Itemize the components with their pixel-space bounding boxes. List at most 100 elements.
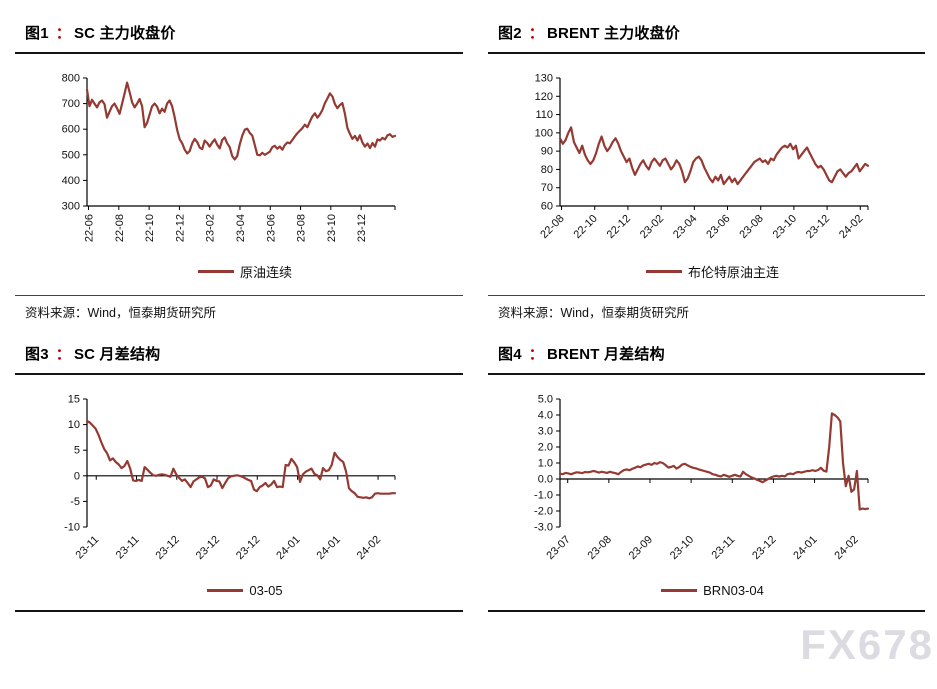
legend-label: 原油连续 <box>239 265 292 280</box>
svg-text:700: 700 <box>62 98 80 110</box>
svg-text:23-12: 23-12 <box>234 534 262 562</box>
svg-text:110: 110 <box>535 109 553 121</box>
source-text: 资料来源：Wind，恒泰期货研究所 <box>25 306 216 320</box>
svg-text:23-06: 23-06 <box>265 214 277 242</box>
svg-text:23-11: 23-11 <box>710 534 738 562</box>
svg-text:-1.0: -1.0 <box>534 490 553 502</box>
legend-line-swatch <box>661 589 698 592</box>
figure-2-name: BRENT 主力收盘价 <box>546 25 680 42</box>
figure-4-title: 图4 ： BRENT 月差结构 <box>498 343 925 364</box>
legend-line-swatch <box>197 270 234 273</box>
svg-text:23-02: 23-02 <box>638 213 666 241</box>
figure-panel-1: 图1 ： SC 主力收盘价 300 400 500 600 700 800 22-06 22-08… <box>15 14 463 321</box>
svg-text:10: 10 <box>68 419 80 431</box>
svg-text:15: 15 <box>68 394 80 406</box>
svg-text:-2.0: -2.0 <box>534 506 553 518</box>
brent-close-price-plot: 60 70 80 90 100 110 120 130 22-08 22-10 22-12 23-02… <box>535 73 870 241</box>
figure-3-colon: ： <box>55 346 71 363</box>
figure-4-colon: ： <box>528 346 544 363</box>
svg-text:23-08: 23-08 <box>296 214 308 242</box>
sc-month-spread-plot: -10 -5 0 5 10 15 23-11 23-11 23-12 23-12 23-12 24-0… <box>64 394 397 562</box>
svg-text:24-01: 24-01 <box>791 534 819 562</box>
svg-text:5.0: 5.0 <box>538 394 553 406</box>
svg-text:23-07: 23-07 <box>544 534 572 562</box>
legend-fig3: 03-05 <box>27 583 463 598</box>
brent-close-price-chart: 60 70 80 90 100 110 120 130 22-08 22-10 22-12 23-02… <box>500 68 925 281</box>
svg-text:22-12: 22-12 <box>605 213 633 241</box>
svg-text:1.0: 1.0 <box>538 458 553 470</box>
svg-text:-10: -10 <box>64 522 80 534</box>
figure-1-colon: ： <box>55 25 71 42</box>
source-text: 资料来源：Wind，恒泰期货研究所 <box>498 306 689 320</box>
legend-line-swatch <box>645 270 682 273</box>
sc-close-price-chart: 300 400 500 600 700 800 22-06 22-08 22-10 22-12 23… <box>27 68 463 281</box>
svg-text:23-12: 23-12 <box>194 534 222 562</box>
legend-fig4: BRN03-04 <box>500 583 925 598</box>
svg-text:400: 400 <box>62 175 80 187</box>
svg-text:3.0: 3.0 <box>538 426 553 438</box>
svg-text:-3.0: -3.0 <box>534 522 553 534</box>
svg-text:23-12: 23-12 <box>750 534 778 562</box>
svg-text:300: 300 <box>62 201 80 213</box>
svg-text:22-06: 22-06 <box>84 214 96 242</box>
svg-text:600: 600 <box>62 124 80 136</box>
svg-text:22-08: 22-08 <box>538 213 566 241</box>
legend-label: BRN03-04 <box>703 583 764 598</box>
svg-text:23-06: 23-06 <box>704 213 732 241</box>
sc-month-spread-chart: -10 -5 0 5 10 15 23-11 23-11 23-12 23-12 23-12 24-0… <box>27 389 463 598</box>
figure-4-label: 图4 <box>498 346 522 363</box>
legend-label: 布伦特原油主连 <box>687 265 779 280</box>
svg-text:23-08: 23-08 <box>737 213 765 241</box>
svg-text:24-01: 24-01 <box>274 534 302 562</box>
figure-1-label: 图1 <box>25 25 49 42</box>
svg-text:23-12: 23-12 <box>804 213 832 241</box>
svg-text:500: 500 <box>62 149 80 161</box>
svg-text:-5: -5 <box>70 496 80 508</box>
svg-text:22-08: 22-08 <box>114 214 126 242</box>
svg-text:23-04: 23-04 <box>671 213 699 241</box>
figure-panel-4: 图4 ： BRENT 月差结构 -3.0 -2.0 -1.0 0.0 1.0 2.0 3.0 4.… <box>488 335 925 612</box>
svg-text:5: 5 <box>74 445 80 457</box>
svg-text:120: 120 <box>535 91 553 103</box>
svg-text:23-02: 23-02 <box>205 214 217 242</box>
title-rule <box>15 373 463 375</box>
figure-grid: 图1： SC 主力收盘价 300 400 500 600 700 800 22-06 22-08… <box>15 14 925 612</box>
svg-text:100: 100 <box>535 127 553 139</box>
figure-2-title: 图2 ： BRENT 主力收盘价 <box>498 22 925 43</box>
title-rule <box>488 52 925 54</box>
title-rule <box>488 373 925 375</box>
figure-1-name: SC 主力收盘价 <box>73 25 176 42</box>
svg-text:23-08: 23-08 <box>586 534 614 562</box>
source-row-fig1: 资料来源：Wind，恒泰期货研究所 <box>15 295 463 321</box>
svg-text:23-11: 23-11 <box>114 534 142 562</box>
svg-text:23-11: 23-11 <box>74 534 102 562</box>
svg-text:2.0: 2.0 <box>538 442 553 454</box>
svg-text:130: 130 <box>535 73 553 85</box>
svg-text:4.0: 4.0 <box>538 410 553 422</box>
brent-month-spread-plot: -3.0 -2.0 -1.0 0.0 1.0 2.0 3.0 4.0 5.0 23-07 23-08… <box>534 394 870 562</box>
svg-text:23-12: 23-12 <box>356 214 368 242</box>
legend-fig1: 原油连续 <box>27 262 463 281</box>
svg-text:23-12: 23-12 <box>153 534 181 562</box>
svg-text:22-10: 22-10 <box>571 213 599 241</box>
panel-bottom-rule <box>488 610 925 612</box>
figure-3-name: SC 月差结构 <box>73 346 161 363</box>
figure-3-title: 图3 ： SC 月差结构 <box>25 343 463 364</box>
svg-text:23-10: 23-10 <box>668 534 696 562</box>
figure-2-label: 图2 <box>498 25 522 42</box>
svg-text:24-02: 24-02 <box>355 534 383 562</box>
brent-month-spread-chart: -3.0 -2.0 -1.0 0.0 1.0 2.0 3.0 4.0 5.0 23-07 23-08… <box>500 389 925 598</box>
svg-text:22-10: 22-10 <box>144 214 156 242</box>
fx678-watermark: FX678 <box>800 621 934 668</box>
svg-text:22-12: 22-12 <box>174 214 186 242</box>
legend-label: 03-05 <box>249 583 283 598</box>
svg-text:23-04: 23-04 <box>235 214 247 242</box>
panel-bottom-rule <box>15 610 463 612</box>
legend-fig2: 布伦特原油主连 <box>500 262 925 281</box>
svg-text:24-02: 24-02 <box>837 213 865 241</box>
svg-text:60: 60 <box>541 201 553 213</box>
figure-4-name: BRENT 月差结构 <box>546 346 665 363</box>
svg-text:0: 0 <box>74 470 80 482</box>
figure-3-label: 图3 <box>25 346 49 363</box>
